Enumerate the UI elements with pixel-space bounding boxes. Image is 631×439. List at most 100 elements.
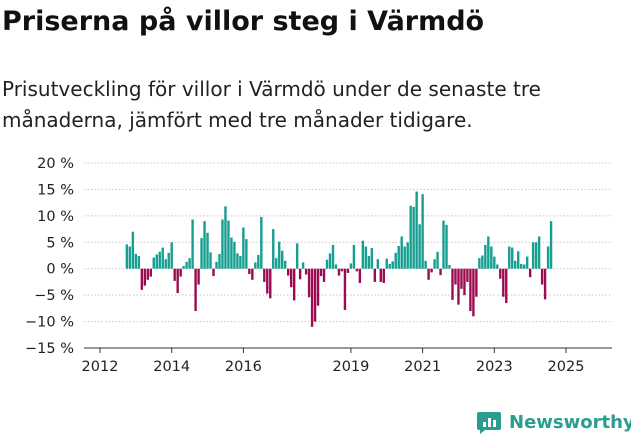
bar [472,268,475,317]
bar [328,253,332,269]
bar [257,254,260,269]
last-value-label: 9 % [566,0,594,4]
bar [499,268,502,279]
bar [212,268,215,277]
bar [128,246,132,269]
bar [522,264,526,269]
bar [418,224,421,269]
bar [194,268,197,311]
bar [218,253,221,269]
bar [540,268,544,285]
bar [316,268,320,306]
bar [322,268,326,282]
bar [173,268,176,281]
bar [451,268,454,300]
bar [514,260,517,269]
bar [394,252,397,269]
bar [460,268,463,289]
bar [245,239,248,269]
bar [284,260,287,269]
y-tick-label: −15 % [25,341,74,357]
bar [436,251,439,269]
x-tick-label: 2019 [332,359,369,375]
bar [289,268,293,288]
y-tick-label: −5 % [34,288,74,304]
bar [391,261,394,269]
x-tick-label: 2025 [548,359,585,375]
bar [457,268,460,305]
bar [478,258,481,269]
bar [176,268,179,294]
bar [502,268,505,297]
bar [254,262,257,269]
bar [519,263,523,269]
bar [463,268,466,296]
bar-series [125,191,553,327]
bar [203,221,206,269]
bar [517,251,520,269]
bar [346,268,350,273]
bar [427,268,430,280]
bar [248,268,251,274]
bar [286,268,290,276]
bar [158,251,161,269]
bar [454,268,457,285]
bar [236,253,239,269]
bar [325,259,329,269]
bar [484,244,487,269]
bar [146,268,149,280]
bar [367,256,371,269]
bar [161,247,164,269]
bar [206,232,209,269]
bar [319,268,323,277]
bar [200,238,203,269]
bar [140,268,144,290]
y-tick-label: −10 % [25,315,74,331]
y-axis-tick-labels: −15 % −10 % −5 % 0 % 5 % 10 % 15 % 20 % [25,156,74,357]
bar [304,268,308,275]
bar [251,268,254,280]
bar [343,268,347,310]
bar [364,246,368,269]
bar [409,205,412,269]
bar [155,254,158,269]
bar [442,220,445,269]
bar [493,256,496,269]
y-tick-label: 10 % [37,209,74,225]
chart-title: Priserna på villor steg i Värmdö [2,6,485,37]
bar [263,268,266,282]
bar [131,231,135,269]
bar [298,268,302,280]
bar [406,242,409,269]
y-tick-label: 0 % [46,262,74,278]
bar [528,268,532,278]
bar [534,242,538,269]
x-tick-label: 2014 [153,359,190,375]
bar [331,244,335,269]
bar [224,206,227,269]
bar [143,268,147,286]
bar [191,219,194,269]
bar [376,259,380,269]
x-axis: 2012 2014 2016 2019 2021 2023 2025 [82,347,612,375]
bar [152,257,155,269]
bar [433,259,436,269]
bar [403,246,406,269]
bar [167,252,170,269]
bar [281,250,284,269]
bar [439,268,442,276]
bar [337,268,341,276]
bar [233,241,236,269]
bar [269,268,272,299]
bar [164,259,167,269]
bar [469,268,472,311]
x-tick-label: 2016 [225,359,262,375]
newsworthy-logo[interactable]: Newsworthy [476,407,631,437]
bar [487,236,490,269]
bar [197,268,200,285]
annotations: 9 % [566,0,594,4]
bar [137,256,141,269]
newsworthy-logo-icon [477,412,501,434]
bar [445,224,448,269]
